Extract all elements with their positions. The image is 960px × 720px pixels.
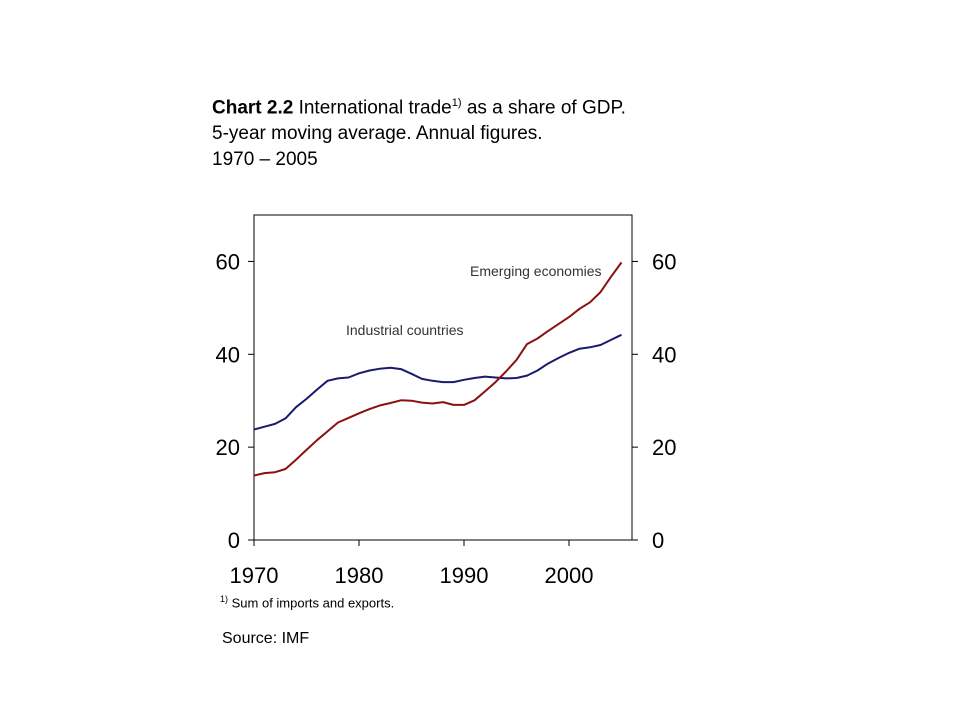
plot-frame bbox=[253, 214, 633, 541]
title-footnote-mark: 1) bbox=[451, 97, 462, 109]
x-tick-label: 1990 bbox=[440, 563, 489, 588]
title-chart-number: Chart 2.2 bbox=[212, 97, 294, 119]
chart-title: Chart 2.2 International trade1) as a sha… bbox=[212, 90, 626, 173]
footnote-text: Sum of imports and exports. bbox=[228, 595, 395, 611]
source-note: Source: IMF bbox=[222, 630, 310, 647]
tick-labels: 0 0 20 20 40 40 60 60 1970 1980 1990 2000 bbox=[216, 249, 677, 588]
y-tick-label-right: 0 bbox=[652, 528, 664, 553]
title-line-1: Chart 2.2 International trade1) as a sha… bbox=[212, 90, 626, 121]
y-tick-label-right: 20 bbox=[652, 435, 676, 460]
title-line-3: 1970 – 2005 bbox=[212, 149, 318, 171]
x-tick-label: 1980 bbox=[335, 563, 384, 588]
x-tick-label: 1970 bbox=[230, 563, 279, 588]
x-tick-label: 2000 bbox=[545, 563, 594, 588]
y-tick-label-left: 20 bbox=[216, 435, 240, 460]
footnote-mark: 1) bbox=[220, 594, 229, 604]
title-line-2: 5-year moving average. Annual figures. bbox=[212, 123, 543, 145]
title-text: International trade bbox=[293, 97, 452, 119]
series-line-emerging bbox=[253, 261, 623, 477]
series-group bbox=[253, 261, 623, 477]
axis-ticks bbox=[248, 260, 638, 546]
y-tick-label-left: 40 bbox=[216, 342, 240, 367]
y-tick-label-right: 40 bbox=[652, 342, 676, 367]
title-text-after: as a share of GDP. bbox=[461, 97, 626, 119]
annotation-industrial: Industrial countries bbox=[346, 322, 464, 338]
y-tick-label-left: 0 bbox=[228, 528, 240, 553]
footnote: 1) Sum of imports and exports. bbox=[220, 594, 394, 610]
annotation-emerging: Emerging economies bbox=[470, 263, 602, 279]
y-tick-label-right: 60 bbox=[652, 249, 676, 274]
series-line-industrial bbox=[253, 333, 622, 431]
y-tick-label-left: 60 bbox=[216, 249, 240, 274]
